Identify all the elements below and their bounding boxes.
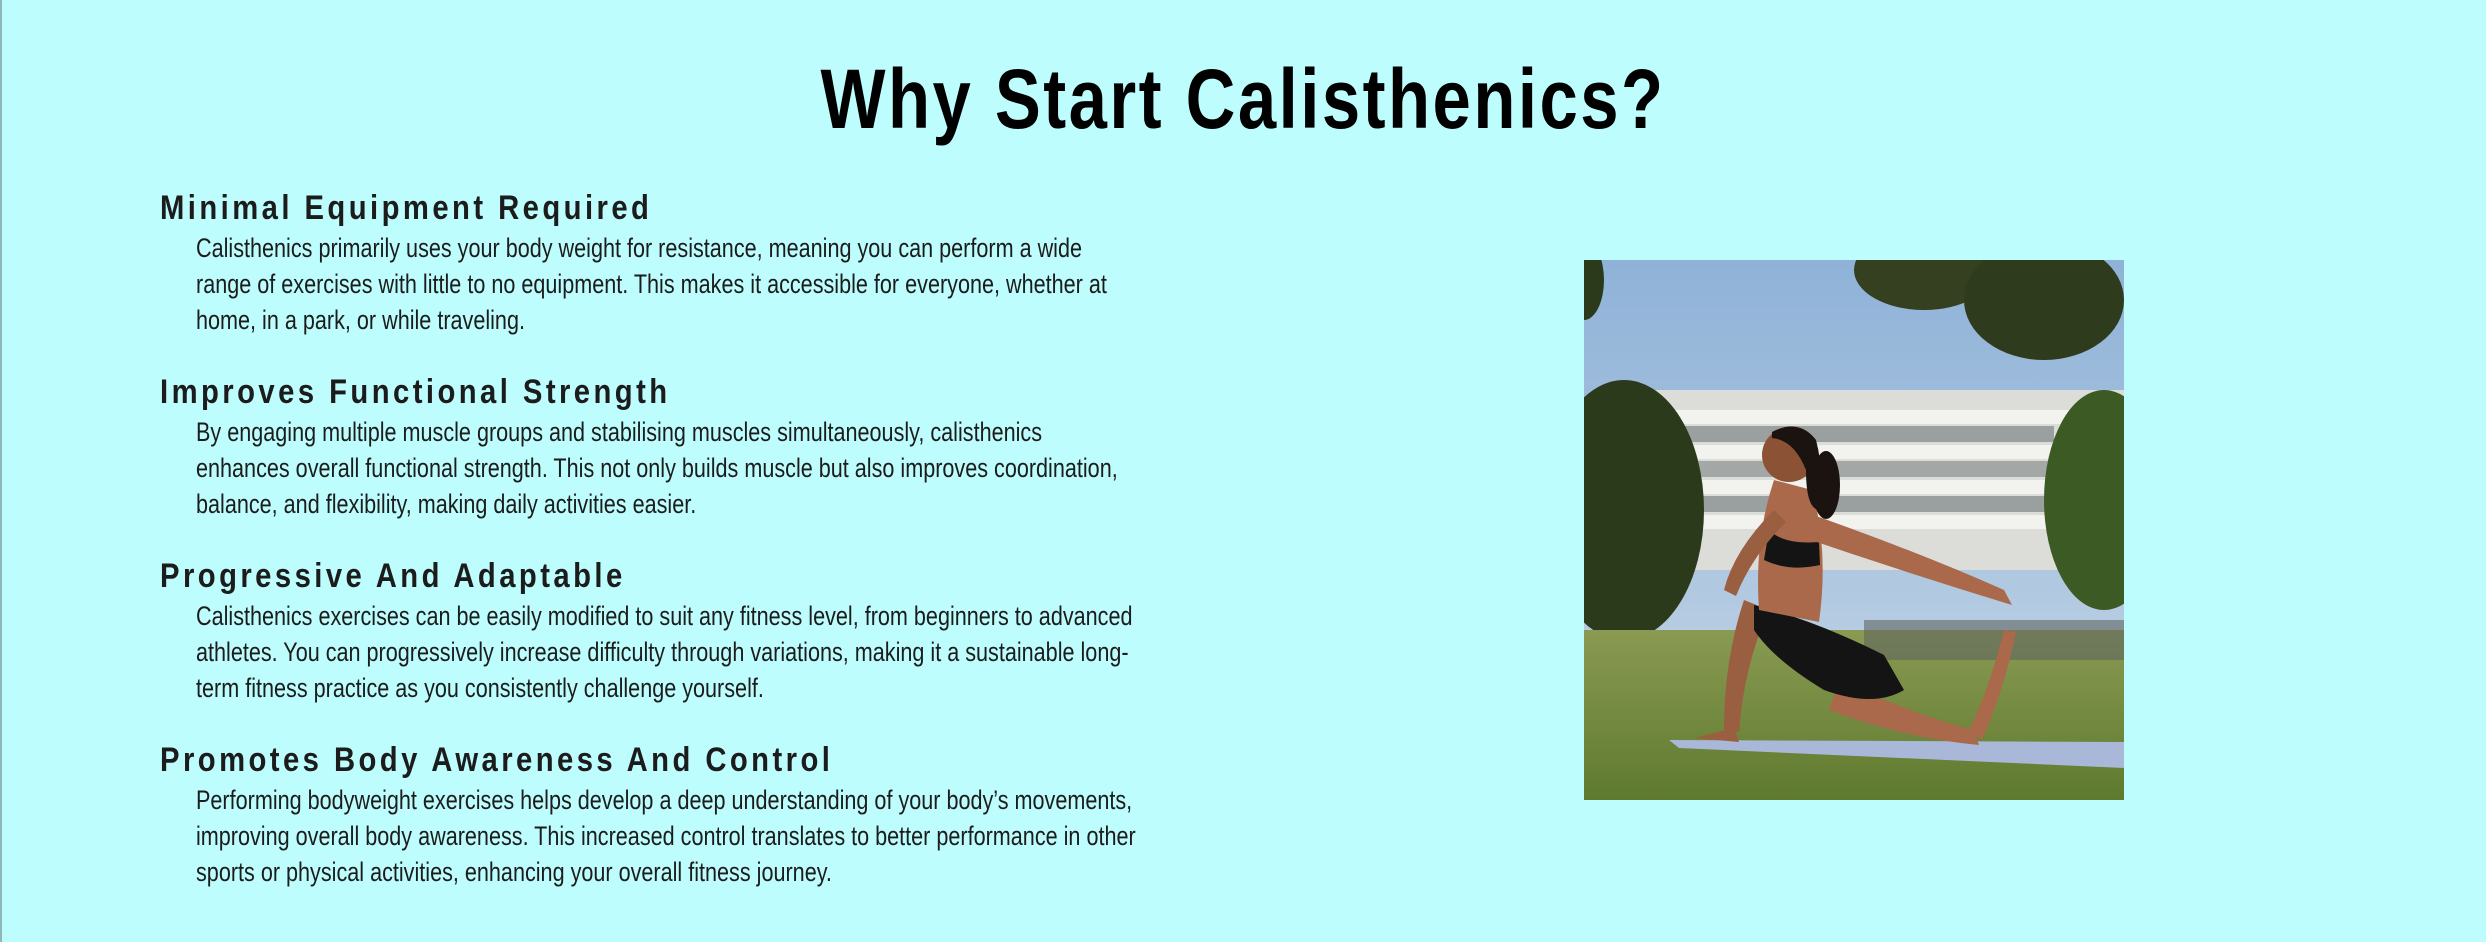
woman-figure bbox=[1694, 426, 2016, 745]
benefit-item: Minimal Equipment Required Calisthenics … bbox=[160, 186, 1360, 338]
background-trees bbox=[1584, 260, 2124, 640]
yoga-mat bbox=[1669, 740, 2124, 768]
benefit-heading: Minimal Equipment Required bbox=[160, 189, 653, 227]
benefit-heading: Progressive And Adaptable bbox=[160, 557, 626, 595]
benefit-item: Promotes Body Awareness And Control Perf… bbox=[160, 738, 1360, 890]
benefit-heading: Promotes Body Awareness And Control bbox=[160, 741, 834, 779]
stretching-photo bbox=[1584, 260, 2124, 800]
benefit-heading: Improves Functional Strength bbox=[160, 373, 671, 411]
benefit-item: Improves Functional Strength By engaging… bbox=[160, 370, 1360, 522]
benefits-list: Minimal Equipment Required Calisthenics … bbox=[160, 186, 1360, 922]
benefit-item: Progressive And Adaptable Calisthenics e… bbox=[160, 554, 1360, 706]
benefit-description: Performing bodyweight exercises helps de… bbox=[196, 785, 1136, 887]
page-title: Why Start Calisthenics? bbox=[820, 52, 1666, 146]
photo-illustration bbox=[1584, 260, 2124, 800]
benefit-description: Calisthenics exercises can be easily mod… bbox=[196, 601, 1133, 703]
benefit-description: By engaging multiple muscle groups and s… bbox=[196, 417, 1118, 519]
benefit-description: Calisthenics primarily uses your body we… bbox=[196, 233, 1107, 335]
